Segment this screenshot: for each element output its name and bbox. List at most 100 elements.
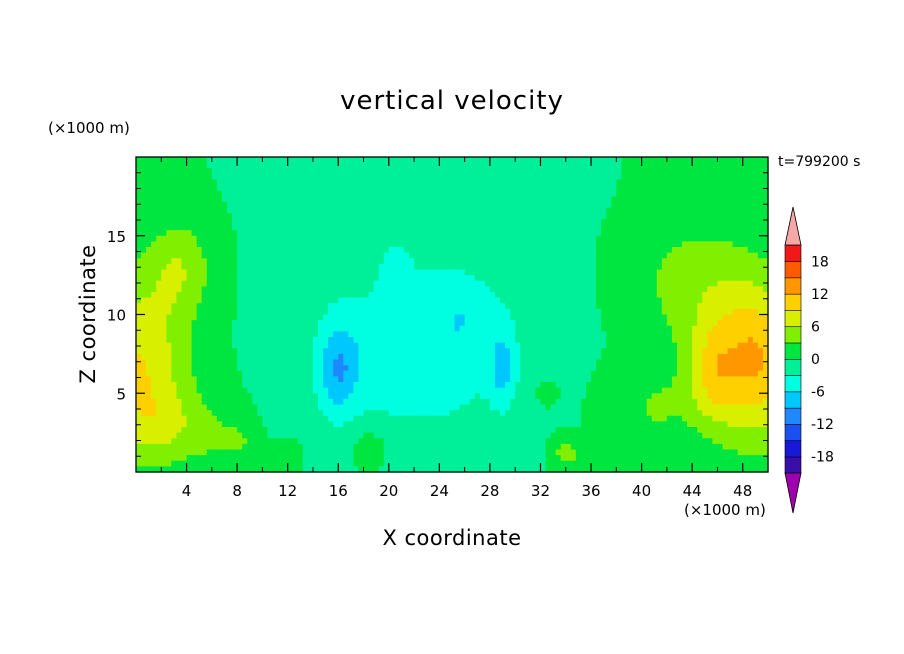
heatmap-cell	[237, 460, 243, 467]
heatmap-cell	[449, 427, 456, 434]
heatmap-cell	[201, 421, 208, 428]
heatmap-cell	[510, 438, 516, 445]
heatmap-cell	[272, 382, 279, 389]
heatmap-cell	[221, 202, 228, 209]
heatmap-cell	[525, 308, 531, 316]
heatmap-cell	[555, 449, 562, 456]
heatmap-cell	[560, 443, 567, 451]
heatmap-cell	[196, 258, 203, 265]
heatmap-cell	[570, 168, 577, 175]
heatmap-cell	[550, 342, 557, 349]
heatmap-cell	[373, 168, 380, 175]
heatmap-cell	[525, 292, 531, 299]
heatmap-cell	[550, 449, 557, 456]
heatmap-cell	[206, 348, 213, 355]
heatmap-cell	[500, 320, 506, 327]
heatmap-cell	[520, 218, 526, 226]
heatmap-cell	[535, 235, 542, 242]
heatmap-cell	[312, 376, 319, 383]
heatmap-cell	[424, 185, 430, 192]
heatmap-cell	[560, 190, 567, 197]
heatmap-cell	[151, 157, 157, 164]
heatmap-cell	[323, 460, 329, 467]
heatmap-cell	[515, 303, 521, 310]
heatmap-cell	[312, 275, 319, 282]
heatmap-cell	[247, 263, 253, 271]
heatmap-cell	[474, 438, 481, 445]
heatmap-cell	[489, 466, 496, 473]
heatmap-cell	[232, 427, 238, 434]
heatmap-cell	[166, 410, 172, 417]
heatmap-cell	[474, 286, 481, 293]
heatmap-cell	[439, 410, 446, 417]
heatmap-cell	[267, 196, 274, 203]
heatmap-cell	[444, 185, 451, 192]
heatmap-cell	[550, 224, 557, 231]
heatmap-cell	[565, 359, 572, 366]
heatmap-cell	[191, 308, 198, 316]
heatmap-cell	[247, 404, 253, 411]
heatmap-cell	[318, 263, 324, 271]
heatmap-cell	[302, 421, 309, 428]
heatmap-cell	[176, 359, 183, 366]
heatmap-cell	[469, 297, 476, 304]
heatmap-cell	[353, 460, 360, 467]
heatmap-cell	[297, 303, 304, 310]
heatmap-cell	[454, 432, 461, 439]
heatmap-cell	[469, 382, 476, 389]
heatmap-cell	[560, 342, 567, 349]
heatmap-cell	[277, 443, 284, 451]
heatmap-cell	[368, 173, 375, 181]
heatmap-cell	[272, 365, 279, 372]
heatmap-cell	[171, 207, 178, 214]
heatmap-cell	[257, 365, 263, 372]
heatmap-cell	[520, 190, 526, 197]
heatmap-cell	[338, 196, 344, 203]
heatmap-cell	[530, 185, 537, 192]
heatmap-cell	[585, 168, 592, 175]
heatmap-cell	[580, 252, 587, 259]
heatmap-cell	[510, 162, 516, 169]
heatmap-cell	[530, 179, 537, 186]
heatmap-cell	[403, 202, 410, 209]
heatmap-cell	[338, 258, 344, 265]
heatmap-cell	[206, 320, 213, 327]
heatmap-cell	[323, 320, 329, 327]
heatmap-cell	[151, 263, 157, 271]
heatmap-cell	[318, 466, 324, 473]
heatmap-cell	[439, 466, 446, 473]
heatmap-cell	[550, 263, 557, 271]
heatmap-cell	[525, 370, 531, 377]
heatmap-cell	[166, 382, 172, 389]
heatmap-cell	[136, 202, 142, 209]
heatmap-cell	[262, 404, 269, 411]
heatmap-cell	[156, 213, 162, 220]
heatmap-cell	[419, 241, 425, 248]
heatmap-cell	[383, 269, 390, 276]
heatmap-cell	[323, 247, 329, 254]
heatmap-cell	[409, 292, 415, 299]
heatmap-cell	[318, 365, 324, 372]
heatmap-cell	[333, 376, 339, 383]
heatmap-cell	[414, 258, 420, 265]
heatmap-cell	[211, 258, 218, 265]
heatmap-cell	[232, 157, 238, 164]
heatmap-cell	[388, 410, 395, 417]
heatmap-cell	[242, 410, 248, 417]
heatmap-cell	[166, 376, 172, 383]
heatmap-cell	[565, 331, 572, 338]
heatmap-cell	[358, 382, 365, 389]
heatmap-cell	[191, 353, 198, 361]
heatmap-cell	[489, 218, 496, 226]
heatmap-cell	[272, 297, 279, 304]
heatmap-cell	[378, 410, 385, 417]
heatmap-cell	[454, 263, 461, 271]
heatmap-cell	[575, 269, 582, 276]
heatmap-cell	[146, 190, 152, 197]
heatmap-cell	[454, 202, 461, 209]
heatmap-cell	[262, 258, 269, 265]
heatmap-cell	[242, 443, 248, 451]
heatmap-cell	[312, 185, 319, 192]
heatmap-cell	[474, 190, 481, 197]
heatmap-cell	[525, 415, 531, 422]
